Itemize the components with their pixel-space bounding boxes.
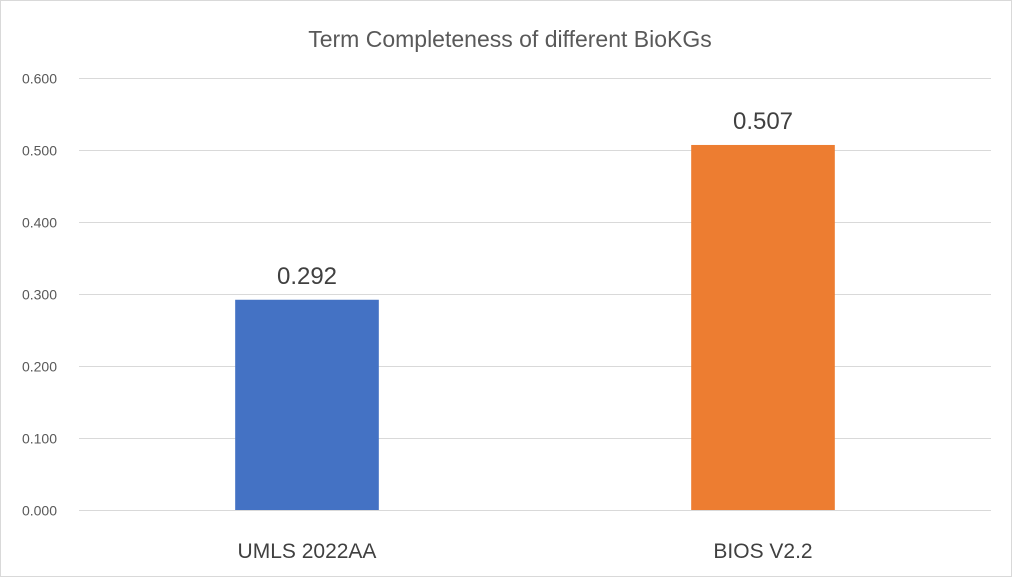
data-labels: 0.292 0.507 — [277, 108, 793, 290]
y-tick-label: 0.400 — [22, 215, 57, 231]
chart-title: Term Completeness of different BioKGs — [308, 26, 712, 52]
x-category-label: UMLS 2022AA — [238, 540, 377, 563]
y-tick-label: 0.300 — [22, 287, 57, 303]
x-axis-category-labels: UMLS 2022AA BIOS V2.2 — [238, 540, 813, 563]
bar — [691, 144, 835, 510]
bars — [235, 144, 835, 510]
y-tick-label: 0.200 — [22, 359, 57, 375]
y-tick-label: 0.100 — [22, 431, 57, 447]
y-axis-tick-labels: 0.000 0.100 0.200 0.300 0.400 0.500 0.600 — [22, 71, 57, 519]
x-category-label: BIOS V2.2 — [713, 540, 812, 563]
gridlines — [79, 78, 991, 511]
y-tick-label: 0.000 — [22, 503, 57, 519]
bar — [235, 299, 379, 510]
y-tick-label: 0.600 — [22, 71, 57, 87]
y-tick-label: 0.500 — [22, 143, 57, 159]
data-label: 0.507 — [733, 108, 793, 135]
data-label: 0.292 — [277, 263, 337, 290]
